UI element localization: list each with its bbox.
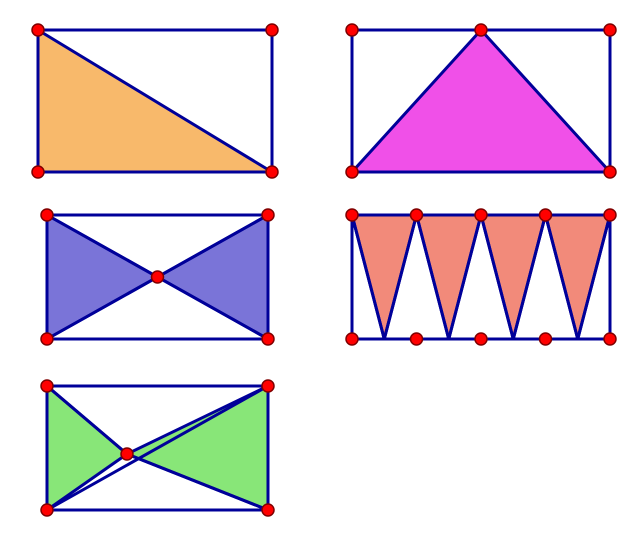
- vertex-dot: [346, 24, 358, 36]
- vertex-dot: [475, 209, 487, 221]
- vertex-dot: [475, 333, 487, 345]
- vertex-dot: [41, 504, 53, 516]
- filled-triangle: [417, 215, 482, 339]
- vertex-dot: [41, 380, 53, 392]
- vertex-dot: [32, 166, 44, 178]
- vertex-dot: [262, 380, 274, 392]
- vertex-dot: [475, 24, 487, 36]
- filled-triangle: [546, 215, 611, 339]
- vertex-dot: [604, 24, 616, 36]
- filled-triangle: [352, 30, 610, 172]
- vertex-dot: [540, 209, 552, 221]
- filled-triangle: [481, 215, 546, 339]
- vertex-dot: [540, 333, 552, 345]
- vertex-dot: [604, 333, 616, 345]
- filled-triangle: [158, 215, 269, 339]
- vertex-dot: [121, 448, 133, 460]
- filled-triangle: [352, 215, 417, 339]
- panel-mr: [346, 209, 616, 345]
- vertex-dot: [266, 24, 278, 36]
- vertex-dot: [346, 209, 358, 221]
- vertex-dot: [604, 209, 616, 221]
- filled-triangle: [47, 386, 127, 510]
- vertex-dot: [411, 333, 423, 345]
- vertex-dot: [262, 333, 274, 345]
- vertex-dot: [41, 333, 53, 345]
- vertex-dot: [346, 166, 358, 178]
- vertex-dot: [604, 166, 616, 178]
- filled-triangle: [47, 215, 158, 339]
- vertex-dot: [262, 209, 274, 221]
- filled-triangle: [38, 30, 272, 172]
- vertex-dot: [262, 504, 274, 516]
- panel-tr: [346, 24, 616, 178]
- vertex-dot: [32, 24, 44, 36]
- vertex-dot: [346, 333, 358, 345]
- vertex-dot: [411, 209, 423, 221]
- vertex-dot: [266, 166, 278, 178]
- panel-bl: [41, 380, 274, 516]
- vertex-dot: [152, 271, 164, 283]
- vertex-dot: [41, 209, 53, 221]
- panel-tl: [32, 24, 278, 178]
- diagram-canvas: [0, 0, 641, 552]
- panel-ml: [41, 209, 274, 345]
- filled-triangle: [127, 386, 268, 510]
